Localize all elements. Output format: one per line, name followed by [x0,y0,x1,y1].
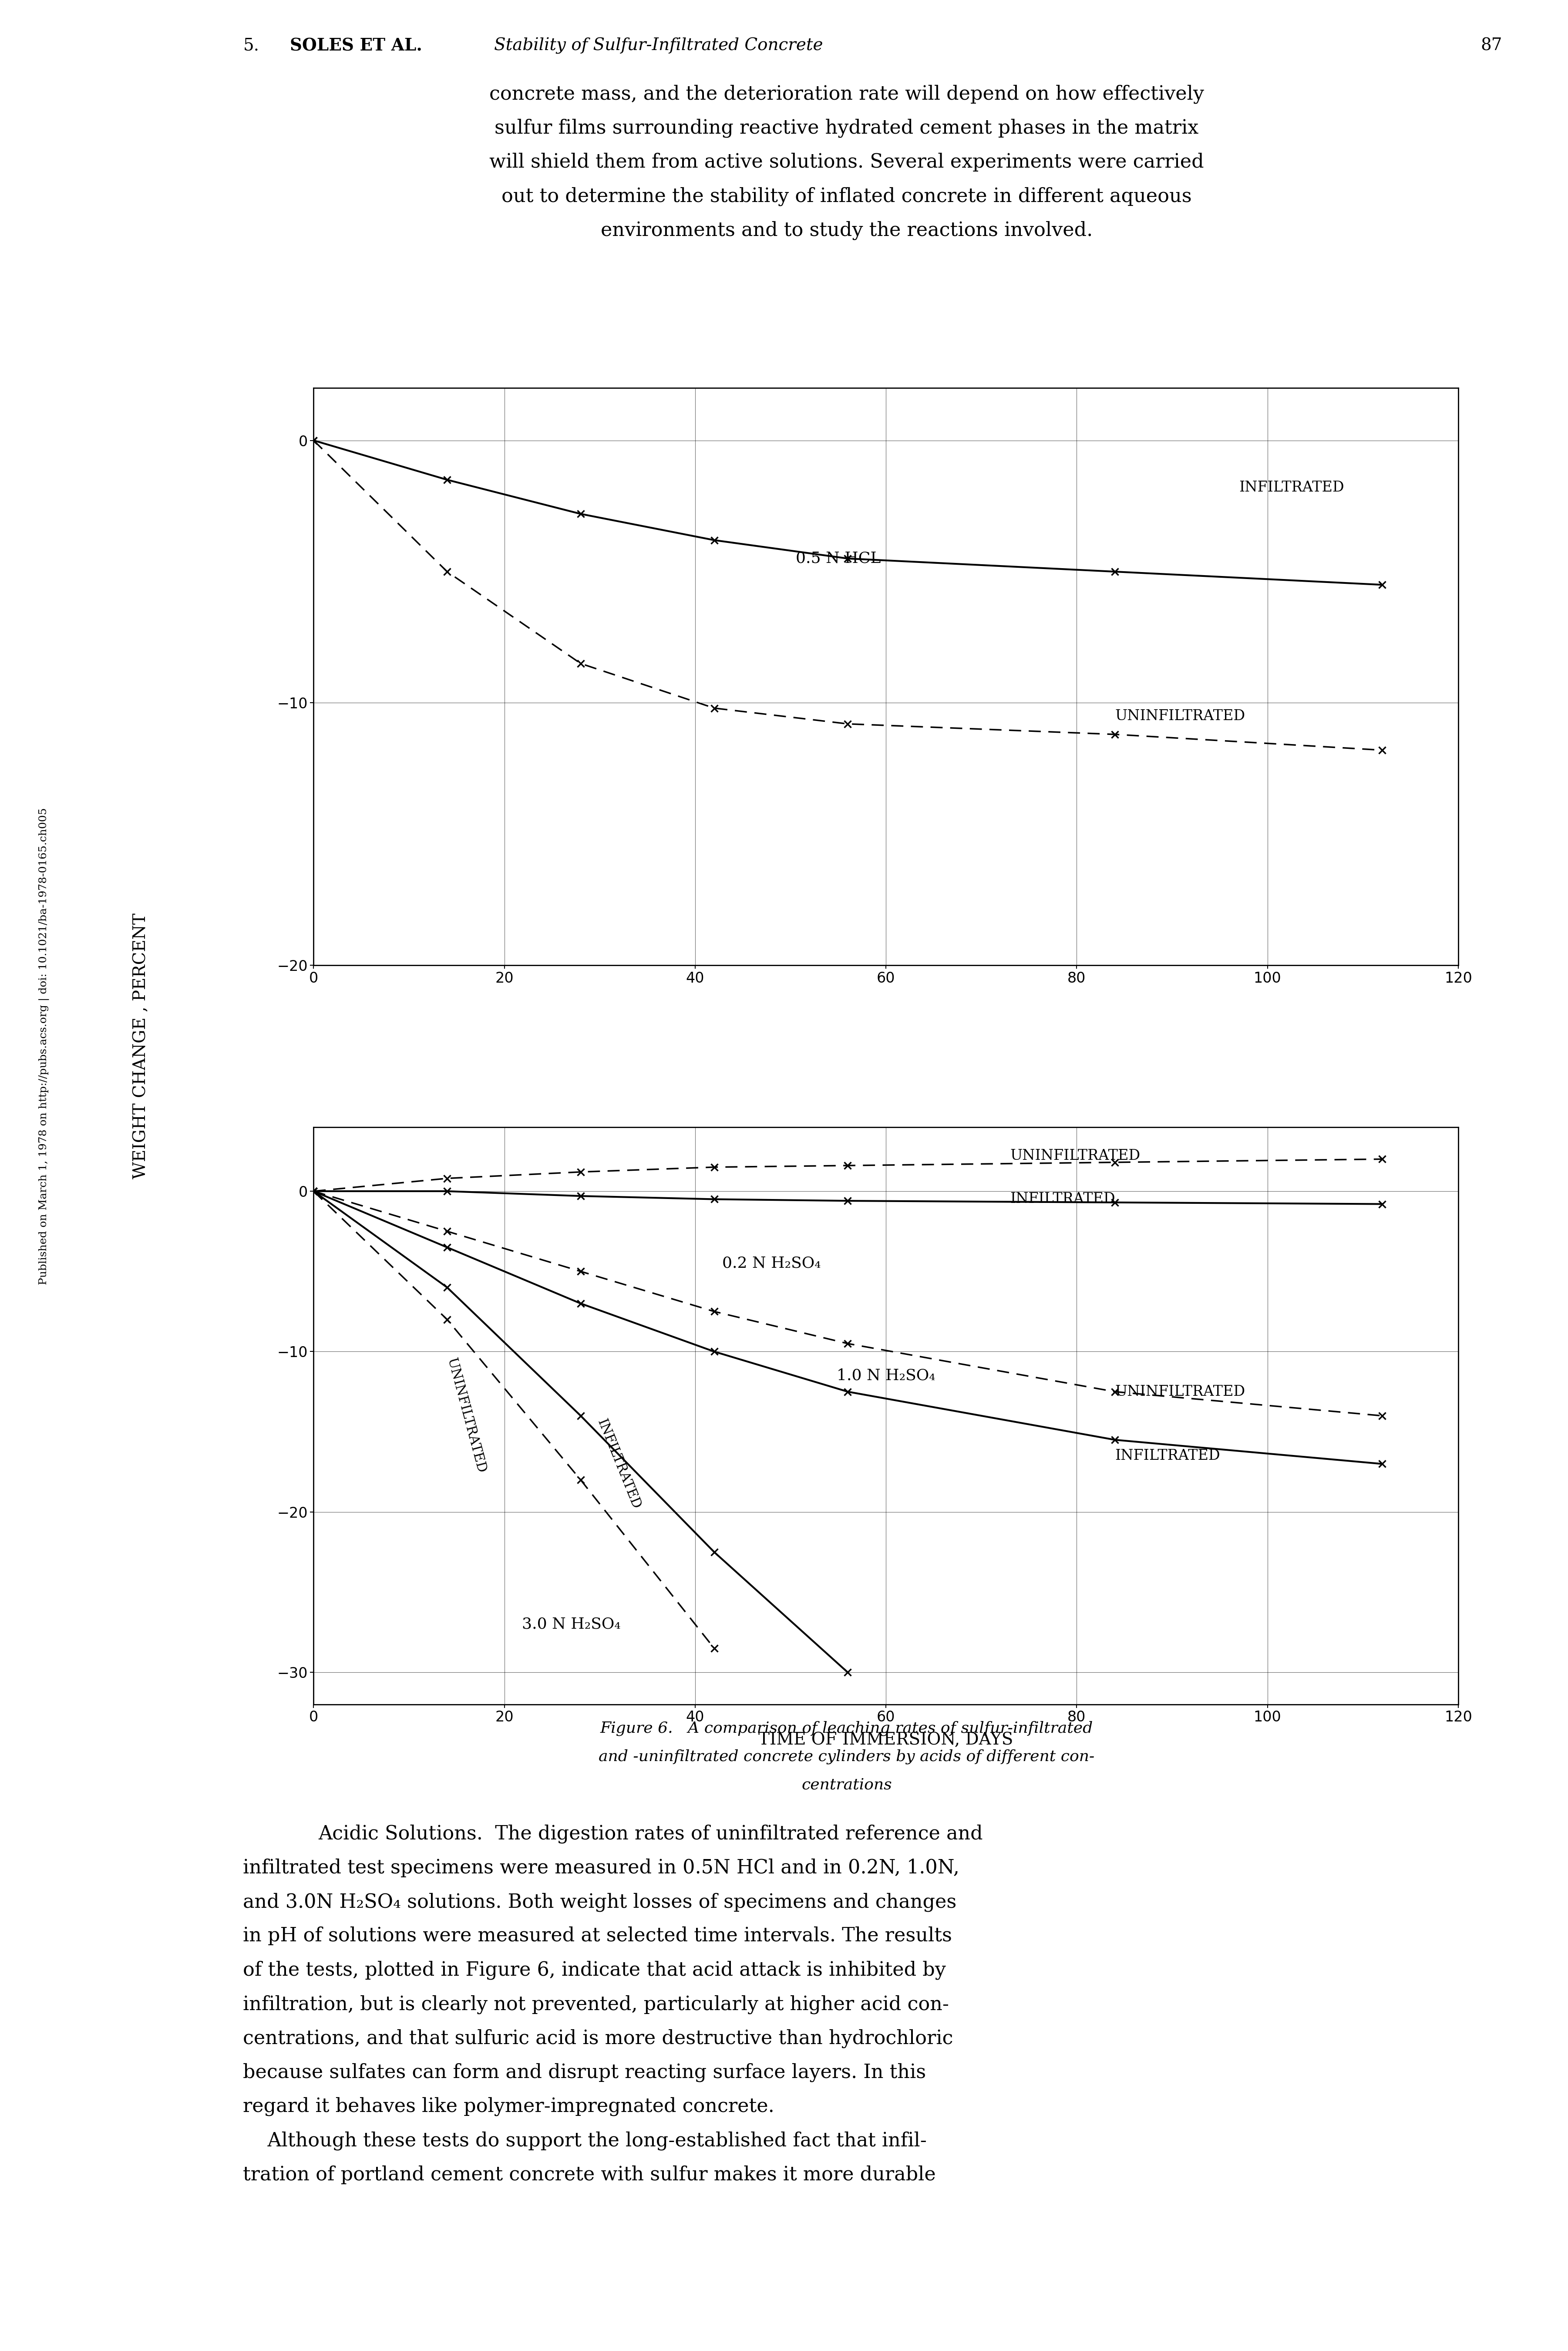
Text: and -uninfiltrated concrete cylinders by acids of different con-: and -uninfiltrated concrete cylinders by… [599,1749,1094,1763]
Text: sulfur films surrounding reactive hydrated cement phases in the matrix: sulfur films surrounding reactive hydrat… [495,118,1198,139]
Text: tration of portland cement concrete with sulfur makes it more durable: tration of portland cement concrete with… [243,2165,936,2184]
Text: Figure 6.   A comparison of leaching rates of sulfur-infiltrated: Figure 6. A comparison of leaching rates… [601,1721,1093,1735]
Text: UNINFILTRATED: UNINFILTRATED [444,1357,488,1474]
Text: 1.0 N H₂SO₄: 1.0 N H₂SO₄ [837,1368,935,1382]
X-axis label: TIME OF IMMERSION, DAYS: TIME OF IMMERSION, DAYS [759,1733,1013,1747]
Text: INFILTRATED: INFILTRATED [1010,1192,1115,1206]
Text: WEIGHT CHANGE , PERCENT: WEIGHT CHANGE , PERCENT [133,912,149,1180]
Text: infiltrated test specimens were measured in 0.5N HCl and in 0.2N, 1.0N,: infiltrated test specimens were measured… [243,1857,960,1876]
Text: in pH of solutions were measured at selected time intervals. The results: in pH of solutions were measured at sele… [243,1928,952,1944]
Text: 0.2 N H₂SO₄: 0.2 N H₂SO₄ [723,1255,820,1272]
Text: INFILTRATED: INFILTRATED [1115,1448,1220,1462]
Text: will shield them from active solutions. Several experiments were carried: will shield them from active solutions. … [489,153,1204,172]
Text: out to determine the stability of inflated concrete in different aqueous: out to determine the stability of inflat… [502,188,1192,207]
Text: of the tests, plotted in Figure 6, indicate that acid attack is inhibited by: of the tests, plotted in Figure 6, indic… [243,1961,946,1980]
Text: environments and to study the reactions involved.: environments and to study the reactions … [601,221,1093,240]
Text: UNINFILTRATED: UNINFILTRATED [1010,1150,1140,1164]
Text: SOLES ET AL.: SOLES ET AL. [290,38,422,54]
Text: 5.: 5. [243,38,259,54]
Text: INFILTRATED: INFILTRATED [594,1418,643,1512]
Text: Published on March 1, 1978 on http://pubs.acs.org | doi: 10.1021/ba-1978-0165.ch: Published on March 1, 1978 on http://pub… [39,809,49,1284]
Text: centrations, and that sulfuric acid is more destructive than hydrochloric: centrations, and that sulfuric acid is m… [243,2029,953,2048]
Text: and 3.0N H₂SO₄ solutions. Both weight losses of specimens and changes: and 3.0N H₂SO₄ solutions. Both weight lo… [243,1893,956,1911]
Text: 87: 87 [1480,38,1502,54]
Text: UNINFILTRATED: UNINFILTRATED [1115,1385,1245,1399]
Text: 3.0 N H₂SO₄: 3.0 N H₂SO₄ [522,1617,621,1632]
Text: regard it behaves like polymer-impregnated concrete.: regard it behaves like polymer-impregnat… [243,2097,775,2116]
Text: centrations: centrations [801,1777,892,1791]
Text: INFILTRATED: INFILTRATED [1239,480,1344,494]
Text: Acidic Solutions.: Acidic Solutions. [318,1824,483,1843]
Text: 0.5 N HCL: 0.5 N HCL [795,550,881,567]
Text: UNINFILTRATED: UNINFILTRATED [1115,710,1245,724]
Text: concrete mass, and the deterioration rate will depend on how effectively: concrete mass, and the deterioration rat… [489,85,1204,103]
Text: Although these tests do support the long-established fact that infil-: Although these tests do support the long… [243,2130,927,2151]
Text: Stability of Sulfur-Infiltrated Concrete: Stability of Sulfur-Infiltrated Concrete [494,38,823,54]
Text: because sulfates can form and disrupt reacting surface layers. In this: because sulfates can form and disrupt re… [243,2064,927,2083]
Text: The digestion rates of uninfiltrated reference and: The digestion rates of uninfiltrated ref… [483,1824,983,1843]
Text: infiltration, but is clearly not prevented, particularly at higher acid con-: infiltration, but is clearly not prevent… [243,1994,949,2015]
